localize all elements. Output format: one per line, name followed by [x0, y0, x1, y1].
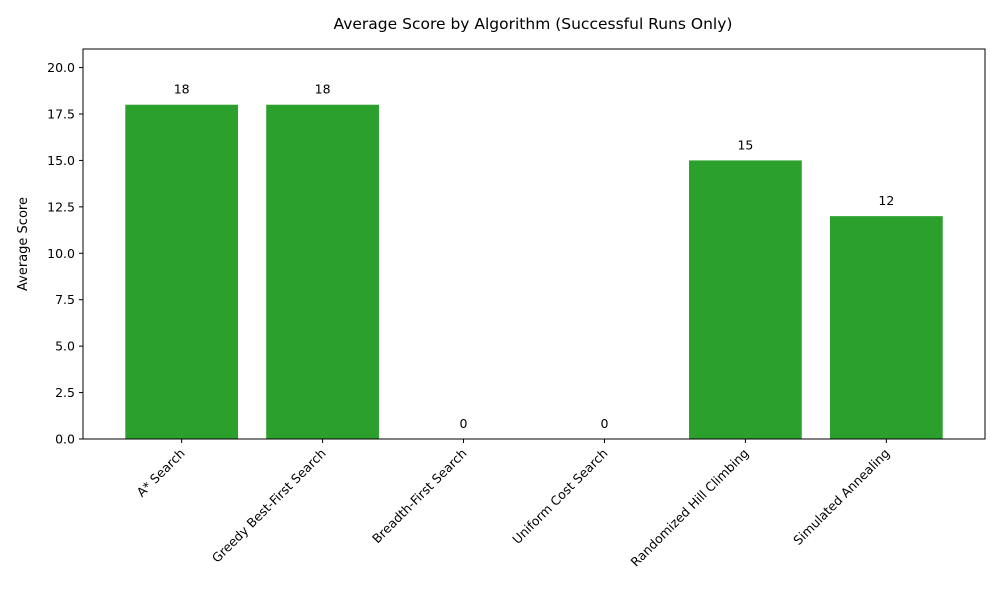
x-tick-label: Breadth-First Search — [369, 446, 470, 547]
y-tick-label: 17.5 — [47, 107, 75, 122]
data-label: 0 — [600, 416, 608, 431]
x-tick-label: Simulated Annealing — [790, 446, 892, 548]
y-tick-label: 20.0 — [47, 60, 75, 75]
data-label: 0 — [460, 416, 468, 431]
x-tick-label: Greedy Best-First Search — [209, 446, 329, 566]
bar — [829, 216, 943, 439]
y-tick-label: 5.0 — [55, 339, 75, 354]
y-tick-label: 10.0 — [47, 246, 75, 261]
y-tick-label: 2.5 — [55, 385, 75, 400]
data-label: 18 — [315, 82, 331, 97]
data-label: 18 — [174, 82, 190, 97]
data-label: 15 — [737, 137, 753, 152]
x-tick-label: A* Search — [134, 446, 188, 500]
y-axis: 0.0 2.5 5.0 7.5 10.0 12.5 15.0 17.5 20.0 — [47, 60, 83, 447]
x-tick-label: Randomized Hill Climbing — [628, 446, 752, 570]
y-axis-label: Average Score — [16, 197, 31, 291]
y-tick-label: 7.5 — [55, 292, 75, 307]
y-tick-label: 12.5 — [47, 199, 75, 214]
y-tick-label: 15.0 — [47, 153, 75, 168]
bar — [689, 160, 802, 439]
bar — [266, 104, 379, 439]
bar — [125, 104, 239, 439]
x-axis: A* Search Greedy Best-First Search Breadth… — [134, 439, 892, 570]
data-labels-layer: 18 18 0 0 15 12 — [174, 82, 895, 431]
x-tick-label: Uniform Cost Search — [509, 446, 610, 547]
plot-frame — [82, 48, 986, 440]
bars-layer — [125, 104, 943, 439]
chart-title: Average Score by Algorithm (Successful R… — [334, 15, 733, 33]
y-tick-label: 0.0 — [55, 432, 75, 447]
data-label: 12 — [878, 193, 894, 208]
